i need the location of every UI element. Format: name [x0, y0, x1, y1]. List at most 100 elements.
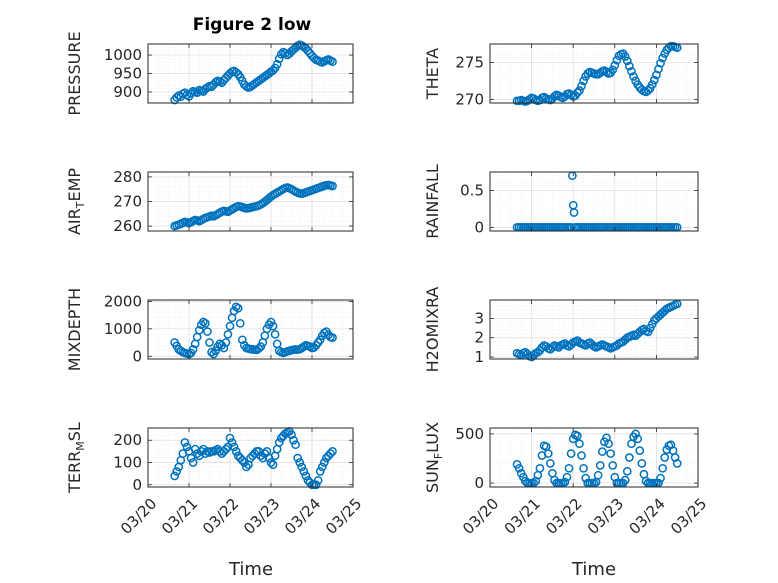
- data-point: [205, 338, 214, 347]
- data-point: [207, 347, 216, 357]
- data-point: [272, 59, 282, 69]
- data-point: [229, 442, 239, 452]
- subplot-rainfall: 0 0.5 RAINFALL: [423, 164, 699, 239]
- data-point: [577, 451, 586, 460]
- data-point: [595, 461, 605, 470]
- data-point: [297, 462, 307, 472]
- data-point: [287, 430, 296, 440]
- data-point: [237, 455, 247, 465]
- y-tick-label: 900: [113, 83, 142, 101]
- data-point: [172, 93, 182, 102]
- data-point: [227, 438, 237, 447]
- data-point: [221, 338, 231, 347]
- data-point: [231, 447, 241, 456]
- data-point: [569, 208, 579, 217]
- data-point: [211, 78, 220, 87]
- data-point: [315, 467, 325, 476]
- x-axis-label-left: Time: [228, 559, 273, 580]
- data-point: [566, 449, 576, 458]
- data-point: [235, 318, 245, 328]
- y-axis-label: SUNFLUX: [423, 422, 445, 493]
- y-tick-label: 270: [455, 90, 484, 108]
- data-point: [583, 69, 593, 78]
- data-point: [268, 321, 278, 331]
- data-point: [631, 429, 640, 439]
- data-point: [242, 462, 251, 472]
- y-tick-label: 270: [113, 193, 142, 211]
- axes-box: [489, 171, 699, 232]
- y-tick-label: 280: [113, 168, 142, 186]
- data-point: [276, 49, 286, 59]
- data-point: [268, 460, 278, 470]
- axes-frame: [147, 427, 354, 488]
- data-point: [581, 473, 591, 483]
- axes-frame: [489, 171, 699, 232]
- data-point: [326, 449, 335, 458]
- data-point: [564, 463, 574, 473]
- data-point: [266, 317, 276, 327]
- data-point: [274, 438, 284, 447]
- x-tick-label: 03/21: [501, 495, 544, 538]
- data-point: [237, 335, 247, 345]
- y-tick-label: 950: [113, 65, 142, 83]
- data-point: [579, 463, 588, 473]
- data-point: [604, 439, 613, 449]
- x-tick-label: 03/20: [117, 495, 160, 538]
- y-tick-label: 500: [455, 425, 484, 443]
- data-point: [577, 81, 586, 91]
- subplot-theta: 270 275 THETA: [423, 41, 699, 108]
- data-point: [274, 54, 284, 64]
- subplot-mixdepth: 0 1000 2000 MIXDEPTH: [65, 288, 354, 371]
- data-point: [211, 346, 220, 356]
- data-point: [579, 76, 588, 86]
- data-point: [201, 318, 210, 328]
- data-point: [554, 91, 563, 100]
- data-point: [313, 475, 323, 485]
- data-point: [620, 52, 630, 61]
- data-point: [625, 453, 634, 462]
- data-point: [223, 329, 233, 339]
- data-point: [595, 68, 605, 78]
- y-axis-label: RAINFALL: [423, 164, 442, 239]
- data-point: [548, 343, 557, 352]
- data-point: [535, 463, 545, 473]
- x-tick-label: 03/25: [667, 495, 710, 538]
- data-point: [637, 85, 647, 95]
- data-point: [225, 321, 235, 331]
- x-tick-label: 03/22: [199, 495, 242, 538]
- data-point: [606, 449, 615, 458]
- data-point: [627, 66, 636, 76]
- data-point: [625, 61, 634, 71]
- data-point: [315, 335, 325, 345]
- y-tick-label: 200: [113, 431, 142, 449]
- data-point: [614, 51, 624, 61]
- data-point: [291, 440, 300, 450]
- subplot-air-temp: 260 270 280 AIRTEMP: [65, 168, 354, 235]
- data-point: [289, 435, 298, 445]
- y-tick-label: 0: [132, 476, 142, 494]
- data-point: [270, 329, 280, 339]
- axes-frame: [489, 299, 699, 360]
- y-tick-label: 2000: [104, 292, 142, 310]
- y-tick-label: 3: [474, 309, 484, 327]
- y-axis-label: H2OMIXRA: [423, 287, 442, 373]
- subplot-h2omixra: 12 3 H2OMIXRA: [423, 287, 699, 373]
- y-tick-label: 1: [474, 348, 484, 366]
- data-point: [328, 57, 337, 67]
- y-axis-label: TERRMSL: [65, 422, 87, 494]
- x-tick-label: 03/23: [240, 495, 283, 538]
- data-point: [266, 458, 276, 467]
- data-point: [656, 473, 665, 483]
- data-point: [608, 65, 618, 75]
- data-point: [311, 480, 321, 490]
- data-point: [560, 477, 570, 487]
- data-point: [620, 475, 630, 485]
- data-point: [593, 470, 603, 480]
- data-point: [170, 471, 179, 481]
- data-point: [672, 459, 682, 468]
- data-point: [180, 438, 190, 447]
- y-axis-label: PRESSURE: [65, 31, 84, 115]
